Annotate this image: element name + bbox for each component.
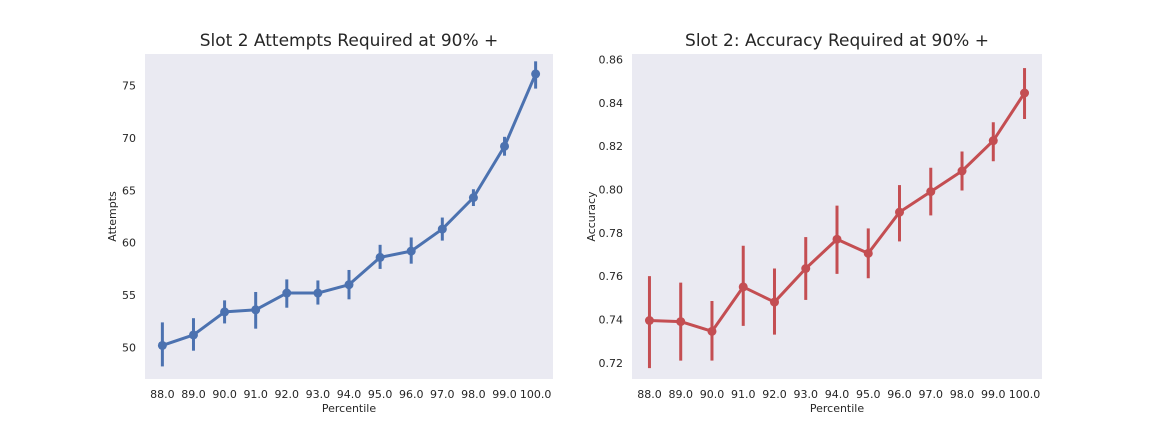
data-point (344, 280, 354, 290)
data-point (468, 193, 478, 203)
y-tick-label: 0.82 (599, 140, 624, 153)
x-tick-label: 88.0 (637, 388, 662, 401)
y-tick-labels: 0.72 0.74 0.76 0.78 0.80 0.82 0.84 0.86 (599, 53, 624, 369)
x-tick-label: 93.0 (306, 388, 331, 401)
x-tick-label: 95.0 (856, 388, 881, 401)
data-point (282, 288, 292, 298)
y-tick-label: 0.76 (599, 270, 624, 283)
y-tick-label: 55 (122, 289, 136, 302)
data-point (313, 288, 323, 298)
data-point (188, 330, 198, 340)
x-tick-label: 98.0 (461, 388, 486, 401)
data-point (220, 307, 230, 317)
data-point (500, 141, 510, 151)
x-tick-label: 92.0 (762, 388, 787, 401)
chart-title: Slot 2 Attempts Required at 90% + (200, 31, 499, 51)
y-tick-label: 0.72 (599, 357, 624, 370)
x-tick-label: 96.0 (887, 388, 912, 401)
x-tick-label: 89.0 (668, 388, 693, 401)
data-point (769, 297, 779, 307)
data-point (863, 248, 873, 258)
data-point (676, 317, 686, 327)
x-axis-label: Percentile (810, 402, 865, 415)
x-tick-label: 90.0 (700, 388, 725, 401)
x-tick-label: 94.0 (825, 388, 850, 401)
x-tick-label: 96.0 (399, 388, 424, 401)
x-tick-label: 90.0 (212, 388, 237, 401)
chart-title: Slot 2: Accuracy Required at 90% + (685, 31, 989, 51)
y-tick-labels: 50 55 60 65 70 75 (122, 79, 136, 354)
y-tick-label: 60 (122, 237, 136, 250)
data-point (531, 69, 541, 79)
plot-area (145, 54, 553, 379)
data-point (644, 316, 654, 325)
x-tick-label: 97.0 (430, 388, 455, 401)
data-point (1020, 88, 1030, 98)
x-tick-label: 100.0 (520, 388, 552, 401)
data-point (895, 207, 905, 217)
y-tick-label: 0.80 (599, 183, 624, 196)
x-tick-label: 95.0 (368, 388, 393, 401)
x-tick-label: 93.0 (793, 388, 818, 401)
y-tick-label: 70 (122, 132, 136, 145)
y-tick-label: 0.86 (599, 53, 624, 66)
x-tick-label: 99.0 (492, 388, 517, 401)
data-point (926, 187, 936, 197)
data-point (957, 166, 967, 176)
x-tick-label: 91.0 (243, 388, 268, 401)
y-tick-label: 0.74 (599, 313, 624, 326)
x-tick-label: 91.0 (731, 388, 756, 401)
y-tick-label: 50 (122, 342, 136, 355)
x-tick-label: 88.0 (150, 388, 175, 401)
data-point (251, 305, 261, 315)
y-axis-label: Accuracy (585, 191, 598, 242)
x-tick-label: 97.0 (919, 388, 944, 401)
data-point (157, 340, 167, 350)
x-tick-label: 94.0 (337, 388, 362, 401)
chart-accuracy: Slot 2: Accuracy Required at 90% + Perce… (585, 31, 1042, 415)
x-tick-label: 98.0 (950, 388, 975, 401)
x-tick-labels: 88.0 89.0 90.0 91.0 92.0 93.0 94.0 95.0 96.0 97.0… (637, 388, 1040, 401)
y-axis-label: Attempts (106, 191, 119, 242)
y-tick-label: 0.84 (599, 97, 624, 110)
x-axis-label: Percentile (322, 402, 377, 415)
data-point (707, 326, 717, 336)
data-point (988, 136, 998, 146)
data-point (406, 246, 416, 256)
data-point (738, 282, 748, 292)
data-point (801, 264, 811, 273)
data-point (832, 234, 842, 244)
data-point (375, 252, 385, 262)
x-tick-labels: 88.0 89.0 90.0 91.0 92.0 93.0 94.0 95.0 96.0 97.0… (150, 388, 551, 401)
y-tick-label: 65 (122, 184, 136, 197)
y-tick-label: 0.78 (599, 227, 624, 240)
y-tick-label: 75 (122, 79, 136, 92)
data-points (644, 88, 1030, 336)
x-tick-label: 92.0 (275, 388, 300, 401)
x-tick-label: 99.0 (981, 388, 1006, 401)
x-tick-label: 100.0 (1009, 388, 1041, 401)
data-points (157, 69, 541, 350)
chart-attempts: Slot 2 Attempts Required at 90% + Percen… (106, 31, 553, 415)
x-tick-label: 89.0 (181, 388, 206, 401)
data-point (437, 224, 447, 234)
